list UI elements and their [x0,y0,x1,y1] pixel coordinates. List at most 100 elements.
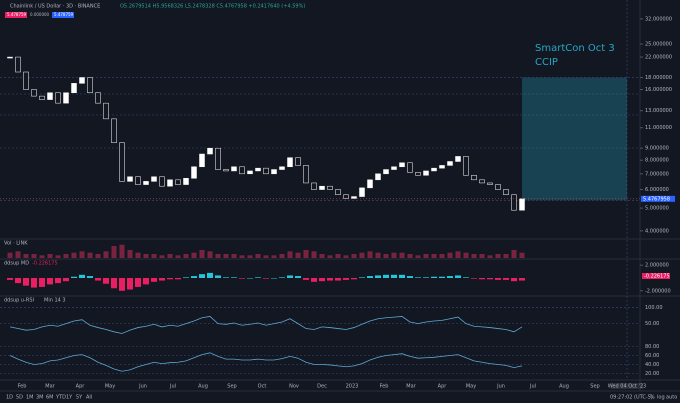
sell-price[interactable]: 5.478759 [7,12,27,17]
candle [119,142,125,182]
volume-bar [327,255,333,258]
macd-bar [87,276,93,278]
macd-bar [71,276,77,278]
macd-bar [455,275,461,278]
volume-bar [47,254,53,258]
volume-bar [191,252,197,258]
macd-bar [359,277,365,278]
macd-bar [295,276,301,278]
x-tick-label: Jul [169,384,176,390]
percent-toggle[interactable]: % [650,395,655,401]
macd-bar [511,278,517,282]
macd-bar [79,274,85,278]
auto-toggle[interactable]: auto [666,395,677,401]
volume-title: Vol · LINK [4,241,28,247]
y-tick-label: 5.000000 [645,206,669,212]
y-tick-label: 25.000000 [645,42,672,48]
volume-bar [215,254,221,258]
x-tick-label: Nov [289,384,299,390]
annotation-text: SmartCon Oct 3 [535,43,615,54]
candle [479,179,485,184]
volume-bar [303,250,309,258]
volume-bar [279,254,285,258]
sell-button[interactable] [5,12,27,18]
volume-bar [463,252,469,258]
candle [487,182,493,185]
volume-bar [199,250,205,258]
candle [303,165,309,184]
macd-bar [255,277,261,278]
range-button[interactable]: 1D [6,395,13,401]
candle [167,179,173,187]
candle [95,92,101,104]
log-toggle[interactable]: log [657,395,665,401]
range-button[interactable]: 3M [36,395,44,401]
x-tick-label: Mar [45,384,55,390]
range-button[interactable]: 1Y [66,395,73,401]
volume-bar [135,252,141,258]
candle [143,181,149,185]
macd-bar [119,278,125,291]
macd-bar [247,278,253,279]
candle [375,173,381,181]
x-tick-label: Oct [258,384,267,390]
y-tick-label: 100.00 [645,305,663,311]
range-button[interactable]: 6M [46,395,54,401]
volume-bar [367,251,373,258]
range-button[interactable]: 5D [16,395,23,401]
macd-bar [143,278,149,285]
candle [7,56,13,59]
range-button[interactable]: All [86,395,92,401]
candle [343,194,349,199]
symbol[interactable]: Chainlink / US Dollar · 3D · BINANCE [10,4,100,10]
volume-bar [511,250,517,258]
buy-button[interactable] [52,12,74,18]
macd-bar [63,278,69,282]
candle [15,56,21,73]
candle [383,169,389,175]
volume-bar [207,251,213,258]
y-tick-label: 50.00 [645,321,659,327]
volume-bar [127,250,133,258]
candle [255,167,261,172]
volume-bar [503,254,509,258]
y-tick-label: 4.000000 [645,228,669,234]
candle [71,83,77,94]
buy-price[interactable]: 5.478759 [54,12,74,17]
macd-bar [175,278,181,280]
macd-bar [351,278,357,280]
candle [319,185,325,190]
volume-bar [63,254,69,258]
range-button[interactable]: 1M [26,395,34,401]
volume-bar [319,254,325,258]
macd-bar [399,274,405,278]
volume-bar [519,252,525,258]
macd-bar [199,274,205,278]
candle [127,176,133,182]
macd-bar [495,278,501,280]
volume-bar [335,254,341,258]
macd-bar [215,275,221,278]
volume-bar [183,254,189,258]
annotation-text: CCIP [535,57,558,68]
candle [63,92,69,104]
volume-bar [495,254,501,258]
candle [151,176,157,182]
volume-bar [415,255,421,258]
candle [359,187,365,197]
candle [111,118,117,143]
range-button[interactable]: YTD [55,395,66,401]
volume-bar [455,251,461,258]
volume-bar [71,252,77,258]
range-button[interactable]: 5Y [76,395,83,401]
volume-bar [399,252,405,258]
macd-bar [39,278,45,287]
macd-bar [423,277,429,278]
candle [39,95,45,100]
macd-bar [431,276,437,278]
candle [455,156,461,162]
clock: 09:27:02 (UTC-5) [610,395,653,401]
candle [159,176,165,187]
volume-bar [119,244,125,258]
